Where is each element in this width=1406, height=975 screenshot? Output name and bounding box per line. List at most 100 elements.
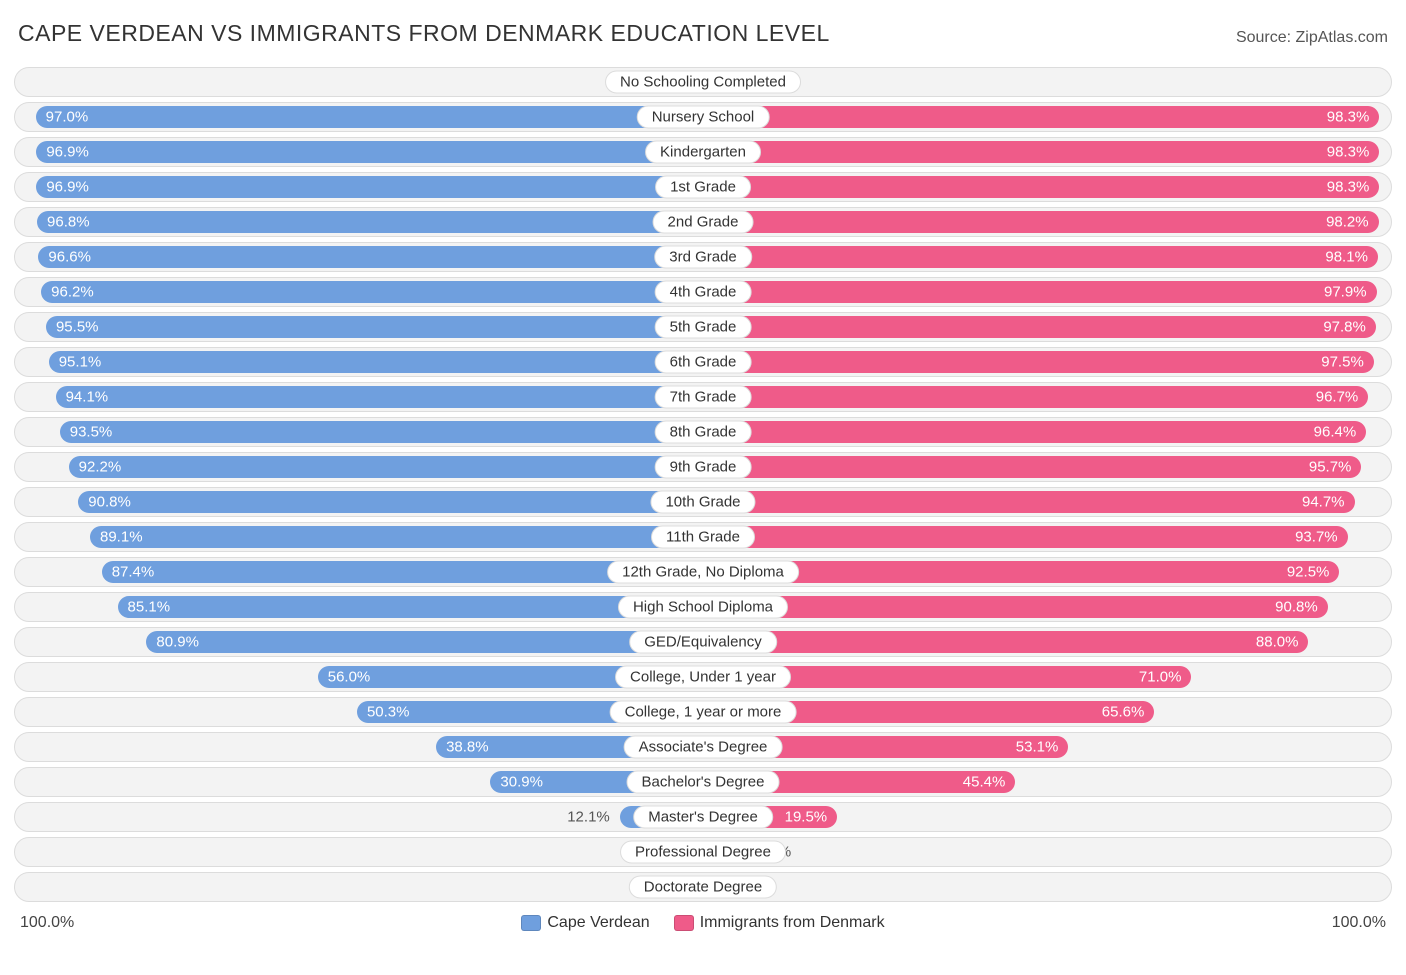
- pct-label-left: 12.1%: [567, 809, 610, 826]
- bar-right: [703, 526, 1348, 548]
- legend-label-right: Immigrants from Denmark: [700, 914, 885, 932]
- pct-label-right: 96.7%: [1316, 389, 1359, 406]
- category-label: Nursery School: [637, 106, 770, 129]
- bar-right: [703, 246, 1378, 268]
- legend-swatch-right-icon: [674, 915, 694, 931]
- chart-row: 92.2%95.7%9th Grade: [14, 452, 1392, 482]
- pct-label-left: 30.9%: [500, 774, 543, 791]
- chart-source: Source: ZipAtlas.com: [1236, 29, 1388, 47]
- bar-left: [36, 141, 703, 163]
- category-label: Bachelor's Degree: [627, 771, 780, 794]
- chart-row: 96.2%97.9%4th Grade: [14, 277, 1392, 307]
- bar-left: [118, 596, 703, 618]
- chart-header: CAPE VERDEAN VS IMMIGRANTS FROM DENMARK …: [14, 20, 1392, 47]
- category-label: 7th Grade: [655, 386, 752, 409]
- category-label: 11th Grade: [651, 526, 755, 549]
- bar-left: [69, 456, 703, 478]
- bar-right: [703, 421, 1366, 443]
- bar-left: [60, 421, 703, 443]
- pct-label-right: 90.8%: [1275, 599, 1318, 616]
- legend-label-left: Cape Verdean: [547, 914, 649, 932]
- bar-left: [49, 351, 703, 373]
- chart-row: 87.4%92.5%12th Grade, No Diploma: [14, 557, 1392, 587]
- pct-label-left: 94.1%: [66, 389, 109, 406]
- pct-label-left: 96.2%: [51, 284, 94, 301]
- chart-row: 38.8%53.1%Associate's Degree: [14, 732, 1392, 762]
- category-label: 5th Grade: [655, 316, 752, 339]
- category-label: High School Diploma: [618, 596, 788, 619]
- chart-row: 93.5% 96.4% 8th Grade: [14, 417, 1392, 447]
- pct-label-right: 98.3%: [1327, 179, 1370, 196]
- legend-item-right: Immigrants from Denmark: [674, 914, 885, 932]
- pct-label-right: 45.4%: [963, 774, 1006, 791]
- pct-label-left: 96.8%: [47, 214, 90, 231]
- pct-label-left: 95.5%: [56, 319, 99, 336]
- bar-left: [37, 211, 703, 233]
- category-label: Associate's Degree: [624, 736, 783, 759]
- chart-row: 56.0%71.0%College, Under 1 year: [14, 662, 1392, 692]
- bar-right: [703, 141, 1379, 163]
- category-label: 10th Grade: [650, 491, 755, 514]
- chart-row: 97.0%98.3%Nursery School: [14, 102, 1392, 132]
- category-label: 2nd Grade: [653, 211, 754, 234]
- chart-row: 50.3% 65.6% College, 1 year or more: [14, 697, 1392, 727]
- chart-body: 3.1%1.7%No Schooling Completed97.0%98.3%…: [14, 67, 1392, 902]
- pct-label-left: 96.6%: [48, 249, 91, 266]
- legend: Cape Verdean Immigrants from Denmark: [521, 914, 884, 932]
- bar-right: [703, 491, 1355, 513]
- pct-label-left: 87.4%: [112, 564, 155, 581]
- chart-row: 96.9%98.3%Kindergarten: [14, 137, 1392, 167]
- bar-left: [36, 176, 703, 198]
- bar-left: [90, 526, 703, 548]
- pct-label-right: 95.7%: [1309, 459, 1352, 476]
- pct-label-right: 97.9%: [1324, 284, 1367, 301]
- left-axis-max-label: 100.0%: [20, 914, 74, 932]
- chart-row: 96.6% 98.1% 3rd Grade: [14, 242, 1392, 272]
- chart-row: 30.9% 45.4% Bachelor's Degree: [14, 767, 1392, 797]
- category-label: Kindergarten: [645, 141, 761, 164]
- pct-label-left: 38.8%: [446, 739, 489, 756]
- bar-left: [78, 491, 703, 513]
- pct-label-right: 98.1%: [1325, 249, 1368, 266]
- pct-label-right: 71.0%: [1139, 669, 1182, 686]
- pct-label-right: 94.7%: [1302, 494, 1345, 511]
- chart-row: 3.4%6.4%Professional Degree: [14, 837, 1392, 867]
- chart-row: 90.8% 94.7% 10th Grade: [14, 487, 1392, 517]
- chart-row: 85.1% 90.8% High School Diploma: [14, 592, 1392, 622]
- pct-label-left: 96.9%: [46, 179, 89, 196]
- category-label: 6th Grade: [655, 351, 752, 374]
- pct-label-left: 89.1%: [100, 529, 143, 546]
- pct-label-right: 96.4%: [1314, 424, 1357, 441]
- bar-right: [703, 631, 1308, 653]
- category-label: 3rd Grade: [654, 246, 752, 269]
- bar-right: [703, 176, 1379, 198]
- chart-row: 89.1%93.7%11th Grade: [14, 522, 1392, 552]
- chart-row: 95.1%97.5%6th Grade: [14, 347, 1392, 377]
- chart-row: 12.1% 19.5% Master's Degree: [14, 802, 1392, 832]
- pct-label-left: 50.3%: [367, 704, 410, 721]
- category-label: No Schooling Completed: [605, 71, 801, 94]
- pct-label-left: 93.5%: [70, 424, 113, 441]
- category-label: Doctorate Degree: [629, 876, 777, 899]
- bar-right: [703, 456, 1361, 478]
- pct-label-left: 97.0%: [46, 109, 89, 126]
- category-label: Master's Degree: [633, 806, 773, 829]
- chart-row: 80.9%88.0%GED/Equivalency: [14, 627, 1392, 657]
- bar-left: [146, 631, 703, 653]
- pct-label-right: 65.6%: [1102, 704, 1145, 721]
- category-label: 8th Grade: [655, 421, 752, 444]
- bar-right: [703, 386, 1368, 408]
- pct-label-right: 19.5%: [785, 809, 828, 826]
- bar-right: [703, 351, 1374, 373]
- pct-label-left: 90.8%: [88, 494, 131, 511]
- right-axis-max-label: 100.0%: [1332, 914, 1386, 932]
- category-label: GED/Equivalency: [629, 631, 777, 654]
- chart-row: 94.1% 96.7% 7th Grade: [14, 382, 1392, 412]
- category-label: College, 1 year or more: [610, 701, 797, 724]
- bar-left: [36, 106, 703, 128]
- chart-title: CAPE VERDEAN VS IMMIGRANTS FROM DENMARK …: [18, 20, 830, 47]
- pct-label-left: 85.1%: [128, 599, 171, 616]
- pct-label-left: 95.1%: [59, 354, 102, 371]
- legend-swatch-left-icon: [521, 915, 541, 931]
- category-label: College, Under 1 year: [615, 666, 791, 689]
